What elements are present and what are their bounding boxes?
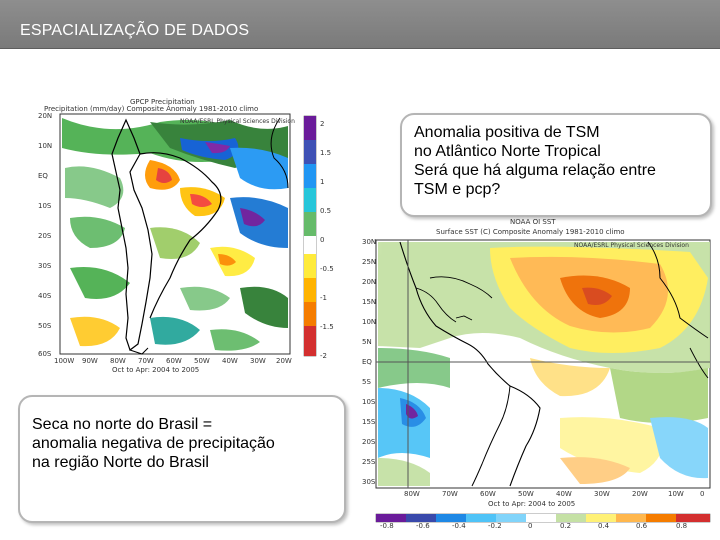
precip-colorbar-label: 1.5 [320,149,332,157]
sst-lon-label: 60W [480,490,496,498]
sst-colorbar-label: 0.2 [560,522,572,530]
precip-header-1: GPCP Precipitation [130,98,195,106]
sst-lat-label: 5S [362,378,371,386]
precip-lat-label: 60S [38,350,52,358]
sst-lat-label: EQ [362,358,372,366]
callout-line: na região Norte do Brasil [32,454,209,471]
sst-lat-label: 10S [362,398,376,406]
precip-colorbar-label: 0 [320,236,325,244]
precip-colorbar-label: -1 [320,294,327,302]
sst-colorbar-label: -0.2 [488,522,502,530]
precip-lon-label: 20W [276,357,292,365]
sst-lon-label: 20W [632,490,648,498]
callout-line: no Atlântico Norte Tropical [414,143,601,160]
precip-lat-label: 20S [38,232,52,240]
sst-lat-label: 30S [362,478,376,486]
precip-lon-label: 80W [110,357,126,365]
sst-colorbar-label: 0.6 [636,522,648,530]
callout-line: Será que há alguma relação entre [414,162,656,179]
sst-lon-label: 80W [404,490,420,498]
sst-header-1: NOAA OI SST [510,218,556,226]
sst-lat-label: 15N [362,298,377,306]
precip-lon-label: 60W [166,357,182,365]
precip-lat-label: 20N [38,112,53,120]
sst-lat-label: 15S [362,418,376,426]
precip-lon-label: 50W [194,357,210,365]
callout-line: TSM e pcp? [414,181,501,198]
sst-watermark: NOAA/ESRL Physical Sciences Division [574,242,689,249]
precip-lon-label: 40W [222,357,238,365]
drought-callout-box: Seca no norte do Brasil = anomalia negat… [18,395,346,523]
sst-lat-label: 25S [362,458,376,466]
precip-lat-label: 30S [38,262,52,270]
precip-date-range: Oct to Apr: 2004 to 2005 [112,366,200,374]
sst-lat-label: 5N [362,338,372,346]
sst-date-range: Oct to Apr: 2004 to 2005 [488,500,576,508]
sst-lon-label: 0 [700,490,705,498]
sst-lon-label: 30W [594,490,610,498]
sst-map-graphic [375,239,711,523]
precip-lat-label: 50S [38,322,52,330]
precip-colorbar-label: 2 [320,120,325,128]
precip-lat-label: 40S [38,292,52,300]
sst-lat-label: 25N [362,258,377,266]
callout-line: Anomalia positiva de TSM [414,124,600,141]
title-bar: ESPACIALIZAÇÃO DE DADOS [0,0,720,49]
sst-lon-label: 40W [556,490,572,498]
precip-lat-label: 10N [38,142,53,150]
callout-line: anomalia negativa de precipitação [32,435,275,452]
sst-callout-box: Anomalia positiva de TSM no Atlântico No… [400,113,712,217]
precip-map-graphic [59,113,317,357]
precip-colorbar-label: 0.5 [320,207,332,215]
precip-colorbar-label: 1 [320,178,325,186]
sst-colorbar-label: 0.8 [676,522,688,530]
sst-lon-label: 70W [442,490,458,498]
sst-lat-label: 30N [362,238,377,246]
callout-line: Seca no norte do Brasil = [32,416,213,433]
sst-lat-label: 20S [362,438,376,446]
sst-header-2: Surface SST (C) Composite Anomaly 1981-2… [436,228,625,236]
precip-header-2: Precipitation (mm/day) Composite Anomaly… [44,105,259,113]
sst-lon-label: 10W [668,490,684,498]
sst-colorbar-label: -0.4 [452,522,466,530]
sst-colorbar-label: 0 [528,522,533,530]
precip-colorbar-label: -1.5 [320,323,334,331]
precip-lat-label: EQ [38,172,48,180]
precip-lon-label: 100W [54,357,75,365]
sst-anomaly-map: NOAA OI SST Surface SST (C) Composite An… [360,218,712,530]
sst-colorbar-label: -0.8 [380,522,394,530]
precip-lon-label: 30W [250,357,266,365]
sst-lat-label: 20N [362,278,377,286]
sst-lat-label: 10N [362,318,377,326]
slide-title: ESPACIALIZAÇÃO DE DADOS [20,22,250,39]
precip-lon-label: 70W [138,357,154,365]
sst-colorbar-label: 0.4 [598,522,610,530]
precip-watermark: NOAA/ESRL Physical Sciences Division [180,118,295,125]
precip-colorbar-label: -2 [320,352,327,360]
sst-colorbar-label: -0.6 [416,522,430,530]
precip-colorbar-label: -0.5 [320,265,334,273]
precip-lon-label: 90W [82,357,98,365]
precipitation-anomaly-map: GPCP Precipitation Precipitation (mm/day… [30,98,340,380]
sst-lon-label: 50W [518,490,534,498]
precip-lat-label: 10S [38,202,52,210]
